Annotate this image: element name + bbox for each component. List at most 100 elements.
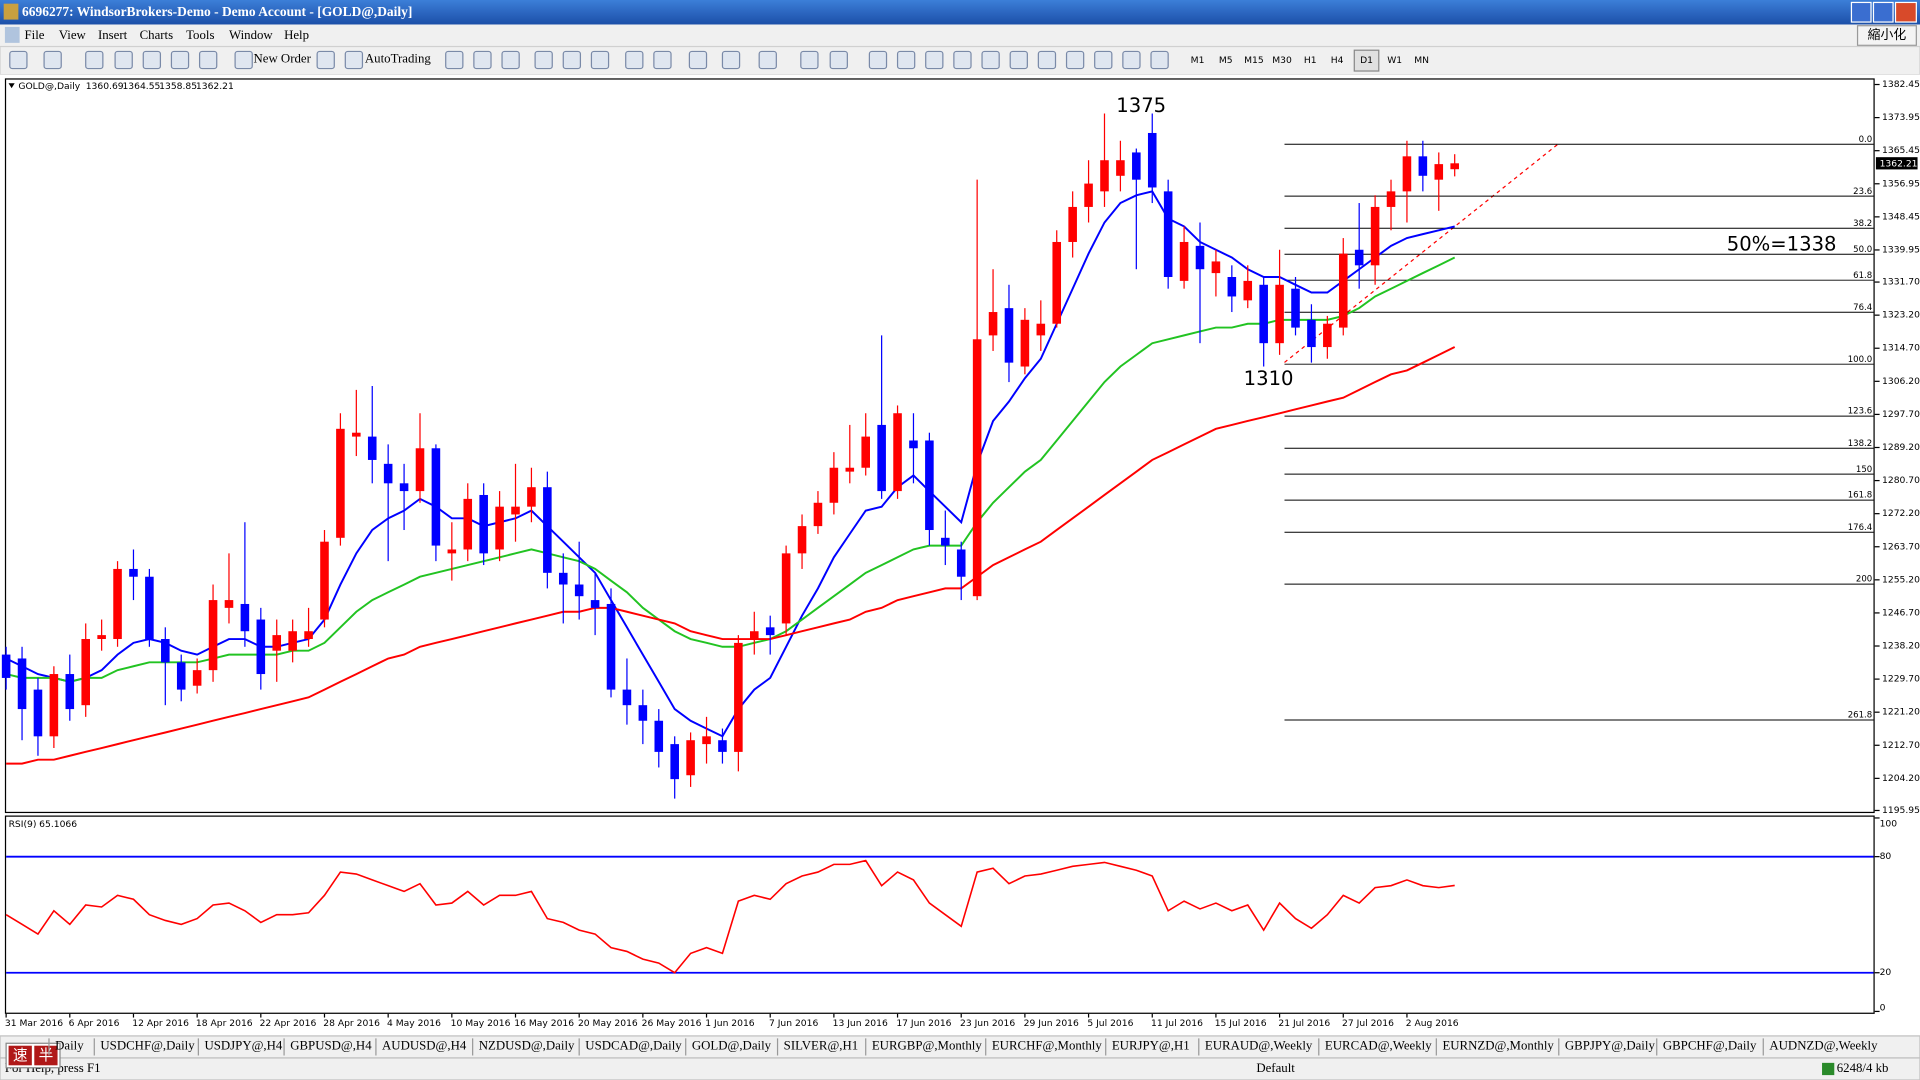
toolbar-icon[interactable] xyxy=(688,50,708,70)
timeframe-button[interactable]: H1 xyxy=(1304,55,1317,66)
tab[interactable]: NZDUSD@,Daily xyxy=(479,1038,575,1052)
timeframe-button[interactable]: D1 xyxy=(1360,55,1373,66)
toolbar-icon[interactable] xyxy=(1009,50,1028,70)
timeframe-button[interactable]: M5 xyxy=(1219,55,1233,66)
candle-body xyxy=(33,689,43,737)
restore-box[interactable] xyxy=(1856,25,1917,46)
tab[interactable]: SILVER@,H1 xyxy=(784,1038,859,1052)
timeframe-button[interactable]: MN xyxy=(1414,55,1429,66)
timeframe-button[interactable]: M30 xyxy=(1272,55,1292,66)
maximize-button[interactable] xyxy=(1872,1,1894,23)
candle-body xyxy=(781,553,791,624)
candle-body xyxy=(750,631,759,640)
x-tick-label: 7 Jun 2016 xyxy=(769,1018,819,1029)
toolbar-icon[interactable] xyxy=(43,50,62,70)
candle-body xyxy=(1323,323,1332,348)
toolbar-icon[interactable] xyxy=(953,50,972,70)
toolbar-icon[interactable] xyxy=(473,50,492,70)
tab[interactable]: GBPJPY@,Daily xyxy=(1565,1038,1656,1052)
tab[interactable]: USDJPY@,H4 xyxy=(204,1038,282,1052)
tab[interactable]: USDCHF@,Daily xyxy=(100,1038,195,1052)
toolbar-icon[interactable] xyxy=(9,50,28,70)
toolbar-icon[interactable] xyxy=(829,50,848,70)
timeframe-button[interactable]: W1 xyxy=(1387,55,1402,66)
toolbar-icon[interactable] xyxy=(445,50,464,70)
candle-body xyxy=(272,635,282,651)
menu-item[interactable]: Charts xyxy=(140,28,174,42)
status-traffic: 6248/4 kb xyxy=(1837,1061,1889,1075)
minimize-button[interactable] xyxy=(1850,1,1872,23)
tab[interactable]: EURCAD@,Weekly xyxy=(1325,1038,1432,1052)
candle-body xyxy=(224,600,234,608)
timeframe-active xyxy=(1353,49,1380,72)
tab[interactable]: EURAUD@,Weekly xyxy=(1205,1038,1313,1052)
candle-body xyxy=(718,740,727,752)
tab[interactable]: Daily xyxy=(55,1038,84,1052)
y-tick-label: 1306.20 xyxy=(1882,376,1920,387)
menu-item[interactable]: Help xyxy=(284,28,309,42)
toolbar-icon[interactable] xyxy=(316,50,335,70)
close-button[interactable] xyxy=(1894,1,1917,23)
toolbar-icon[interactable] xyxy=(800,50,819,70)
x-tick-label: 26 May 2016 xyxy=(642,1018,702,1029)
toolbar-icon[interactable] xyxy=(981,50,1000,70)
toolbar-icon[interactable] xyxy=(501,50,520,70)
candle-body xyxy=(941,537,950,546)
fib-label: 61.8 xyxy=(1853,271,1872,281)
toolbar-icon[interactable] xyxy=(1122,50,1141,70)
menu-item[interactable]: Insert xyxy=(98,28,128,42)
toolbar-icon[interactable] xyxy=(590,50,610,70)
toolbar-icon[interactable] xyxy=(142,50,162,70)
tab[interactable]: USDCAD@,Daily xyxy=(585,1038,682,1052)
tab[interactable]: EURNZD@,Monthly xyxy=(1442,1038,1554,1052)
toolbar-icon[interactable] xyxy=(1094,50,1113,70)
toolbar-icon[interactable] xyxy=(758,50,777,70)
candle-body xyxy=(1418,156,1428,176)
toolbar-icon[interactable] xyxy=(868,50,888,70)
toolbar-icon[interactable] xyxy=(653,50,672,70)
tab[interactable]: EURGBP@,Monthly xyxy=(872,1038,983,1052)
toolbar-icon[interactable] xyxy=(562,50,582,70)
toolbar-icon[interactable] xyxy=(925,50,944,70)
tab[interactable]: GBPCHF@,Daily xyxy=(1663,1038,1757,1052)
tab[interactable]: GBPUSD@,H4 xyxy=(290,1038,372,1052)
toolbar-icon[interactable] xyxy=(721,50,741,70)
candle-body xyxy=(65,674,75,710)
y-tick-label: 1212.70 xyxy=(1882,740,1920,751)
toolbar-icon[interactable] xyxy=(1037,50,1057,70)
x-tick-label: 2 Aug 2016 xyxy=(1406,1018,1459,1029)
toolbar-icon[interactable] xyxy=(85,50,104,70)
candle-body xyxy=(972,339,982,597)
timeframe-button[interactable]: M1 xyxy=(1191,55,1205,66)
x-tick-label: 13 Jun 2016 xyxy=(833,1018,888,1029)
toolbar-icon[interactable] xyxy=(114,50,133,70)
toolbar-icon[interactable] xyxy=(234,50,253,70)
candle-body xyxy=(1370,206,1380,266)
fib-label: 138.2 xyxy=(1848,439,1873,449)
candle-body xyxy=(1179,241,1189,281)
toolbar-icon[interactable] xyxy=(625,50,644,70)
tab[interactable]: AUDUSD@,H4 xyxy=(382,1038,467,1052)
tab[interactable]: GOLD@,Daily xyxy=(692,1038,772,1052)
timeframe-button[interactable]: M15 xyxy=(1244,55,1264,66)
candle-body xyxy=(447,549,457,554)
menu-item[interactable]: View xyxy=(59,28,87,42)
toolbar-icon[interactable] xyxy=(198,50,218,70)
toolbar-icon[interactable] xyxy=(1150,50,1169,70)
tab[interactable]: EURCHF@,Monthly xyxy=(992,1038,1103,1052)
x-tick-label: 20 May 2016 xyxy=(578,1018,638,1029)
menu-item[interactable]: Window xyxy=(229,28,273,42)
tab[interactable]: EURJPY@,H1 xyxy=(1112,1038,1190,1052)
rsi-line xyxy=(5,859,1455,974)
price-tag-label: 1362.21 xyxy=(1880,158,1918,169)
toolbar-icon[interactable] xyxy=(896,50,916,70)
toolbar-icon[interactable] xyxy=(534,50,553,70)
menu-item[interactable]: File xyxy=(24,28,44,42)
menu-item[interactable]: Tools xyxy=(186,28,214,42)
toolbar-icon[interactable] xyxy=(1065,50,1085,70)
toolbar-icon[interactable] xyxy=(344,50,364,70)
timeframe-button[interactable]: H4 xyxy=(1331,55,1344,66)
tab[interactable]: AUDNZD@,Weekly xyxy=(1769,1038,1878,1052)
toolbar-icon[interactable] xyxy=(170,50,190,70)
